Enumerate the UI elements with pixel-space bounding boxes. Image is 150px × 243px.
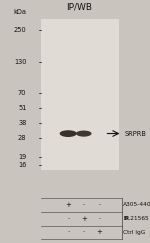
Text: 16: 16 [18,162,26,168]
Text: 250: 250 [14,27,26,33]
Text: +: + [65,202,71,208]
Text: ·: · [83,229,85,235]
Text: IP: IP [124,216,129,221]
Text: +: + [81,216,87,222]
Ellipse shape [60,130,77,137]
Text: 38: 38 [18,120,26,126]
Text: ·: · [67,229,69,235]
Text: 130: 130 [14,59,26,65]
Text: kDa: kDa [14,9,26,15]
Ellipse shape [76,130,92,137]
Text: ·: · [67,216,69,222]
Text: +: + [96,229,102,235]
Text: A305-440A: A305-440A [123,202,150,207]
Text: 28: 28 [18,135,26,141]
Text: 19: 19 [18,154,26,160]
Text: SRPRB: SRPRB [125,130,147,137]
Text: ·: · [98,216,100,222]
Text: IP/WB: IP/WB [66,3,93,12]
Text: Ctrl IgG: Ctrl IgG [123,230,145,235]
Text: 51: 51 [18,105,26,111]
Text: ·: · [98,202,100,208]
Text: ·: · [83,202,85,208]
Text: BL21565: BL21565 [123,216,149,221]
Text: 70: 70 [18,90,26,96]
